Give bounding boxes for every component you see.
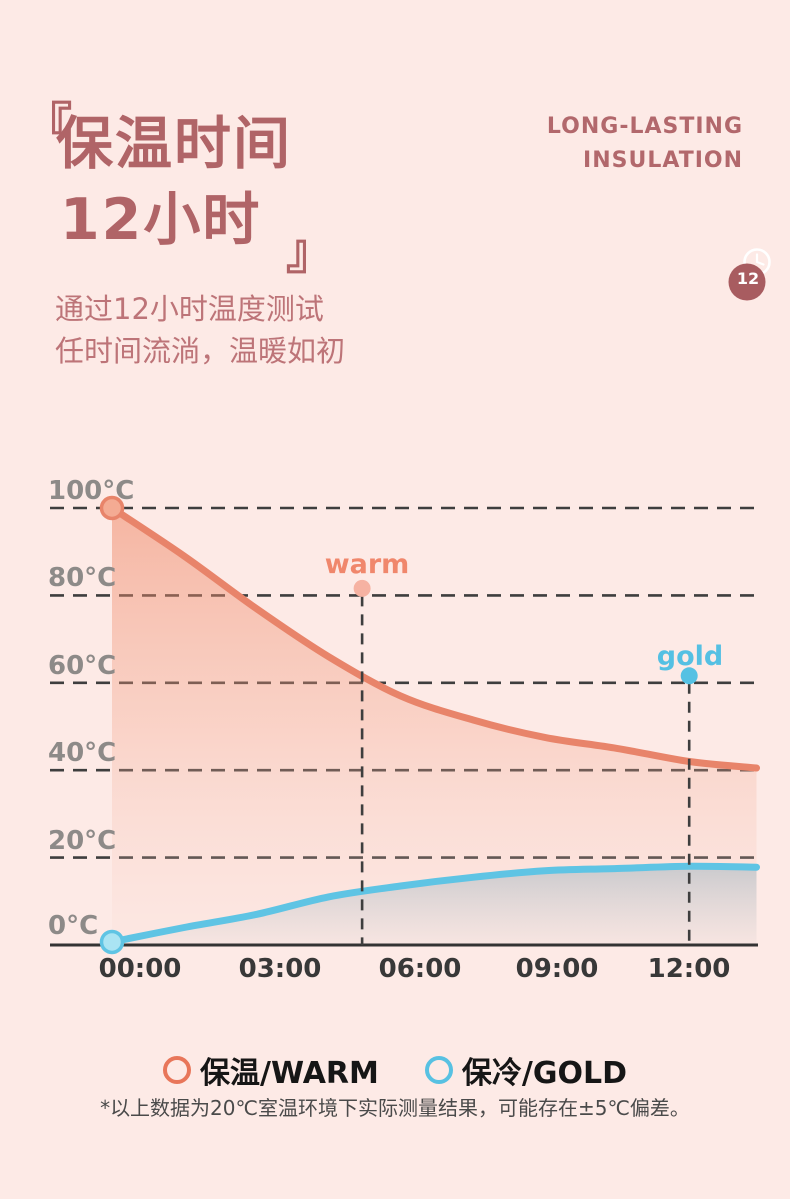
tagline-line2: INSULATION <box>583 148 743 173</box>
annotation-dot-warm <box>353 579 371 597</box>
y-tick-100: 100°C <box>48 476 135 506</box>
series-start-marker-0 <box>99 495 125 521</box>
warm-legend-ring-icon <box>163 1056 191 1084</box>
subtitle: 通过12小时温度测试 任时间流淌，温暖如初 <box>55 288 345 372</box>
subtitle-line2: 任时间流淌，温暖如初 <box>55 334 346 368</box>
clock-12h-badge-icon: 12 <box>728 248 771 301</box>
x-tick-0600: 06:00 <box>378 954 462 984</box>
tagline-line1: LONG-LASTING <box>546 114 743 139</box>
badge-number: 12 <box>737 269 759 288</box>
quote-bracket-open: 『 <box>24 98 73 154</box>
cold-legend-ring-icon <box>424 1056 453 1084</box>
series-line-1 <box>108 862 760 946</box>
series-line-0 <box>108 504 760 772</box>
legend-item-warm: 保温/WARM <box>163 1048 379 1092</box>
x-tick-0300: 03:00 <box>238 954 322 984</box>
y-tick-40: 40°C <box>48 738 117 768</box>
page-title-line2: 12小时 <box>60 187 262 253</box>
series-area-0 <box>112 508 757 945</box>
x-tick-0000: 00:00 <box>98 954 182 984</box>
legend-item-cold: 保冷/GOLD <box>424 1048 627 1092</box>
series-area-1 <box>112 866 757 945</box>
chart-legend: 保温/WARM 保冷/GOLD <box>0 1048 790 1092</box>
y-tick-60: 60°C <box>48 651 117 681</box>
english-tagline: LONG-LASTING INSULATION <box>547 110 743 178</box>
series-start-marker-1 <box>99 929 125 955</box>
disclaimer-footnote: *以上数据为20℃室温环境下实际测量结果，可能存在±5℃偏差。 <box>100 1096 690 1120</box>
annotation-label-gold: gold <box>656 641 724 672</box>
y-tick-0: 0°C <box>48 911 99 941</box>
subtitle-line1: 通过12小时温度测试 <box>55 292 324 326</box>
quote-bracket-close: 』 <box>286 224 335 280</box>
legend-label-warm: 保温/WARM <box>200 1056 379 1091</box>
legend-label-cold: 保冷/GOLD <box>461 1056 627 1091</box>
page-title-line1: 保温时间 <box>56 111 292 177</box>
y-tick-80: 80°C <box>48 563 117 593</box>
y-tick-20: 20°C <box>48 826 117 856</box>
annotation-dot-gold <box>680 667 698 685</box>
annotation-label-warm: warm <box>324 549 410 580</box>
x-tick-0900: 09:00 <box>515 954 599 984</box>
x-tick-1200: 12:00 <box>647 954 731 984</box>
